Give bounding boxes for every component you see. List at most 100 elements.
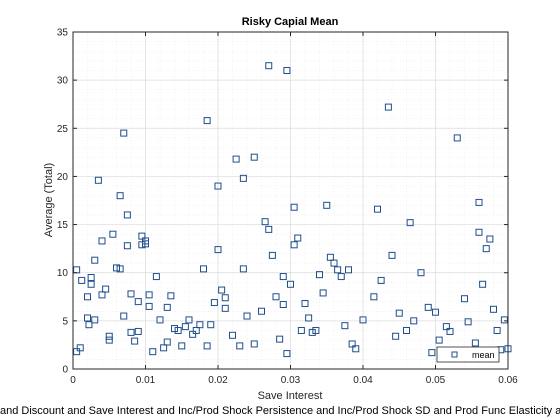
data-point <box>116 265 124 273</box>
data-point <box>214 246 222 254</box>
data-point <box>178 342 186 350</box>
data-point <box>424 303 432 311</box>
data-point <box>127 290 135 298</box>
data-point <box>406 219 414 227</box>
data-point <box>145 291 153 299</box>
data-point <box>218 286 226 294</box>
data-point <box>384 103 392 111</box>
data-point <box>105 336 113 344</box>
x-tick-label: 0.04 <box>353 375 373 386</box>
data-point <box>73 348 81 356</box>
data-point <box>475 198 483 206</box>
data-point <box>250 153 258 161</box>
data-point <box>78 276 86 284</box>
data-point <box>109 230 117 238</box>
legend: mean <box>436 346 500 363</box>
data-point <box>236 342 244 350</box>
data-point <box>214 182 222 190</box>
data-point <box>174 326 182 334</box>
data-point <box>149 348 157 356</box>
data-point <box>268 251 276 259</box>
y-axis-ticks: 0 5 10 15 20 25 30 35 <box>57 28 508 376</box>
data-point <box>91 316 99 324</box>
data-point <box>221 304 229 312</box>
data-point <box>323 201 331 209</box>
data-point <box>210 299 218 307</box>
chart-title: Risky Capial Mean <box>242 16 339 28</box>
y-tick-label: 30 <box>57 76 69 87</box>
data-point <box>265 225 273 233</box>
data-point <box>243 312 251 320</box>
data-point <box>392 332 400 340</box>
data-point <box>352 345 360 353</box>
data-point <box>167 292 175 300</box>
data-point <box>417 269 425 277</box>
data-point <box>189 330 197 338</box>
x-tick-label: 0.02 <box>208 375 228 386</box>
data-point <box>290 241 298 249</box>
data-point <box>475 228 483 236</box>
data-point <box>410 317 418 325</box>
y-axis-title: Average (Total) <box>43 163 55 237</box>
data-point <box>232 155 240 163</box>
legend-box <box>436 346 500 363</box>
data-point <box>359 316 367 324</box>
data-point <box>500 316 508 324</box>
data-point <box>490 305 497 313</box>
data-point <box>435 336 443 344</box>
data-point <box>171 325 178 333</box>
data-point <box>203 342 211 350</box>
data-point <box>377 276 385 284</box>
data-point <box>87 280 95 288</box>
data-point <box>374 205 381 213</box>
data-point <box>461 295 468 303</box>
data-point <box>279 273 287 281</box>
data-point <box>486 235 494 243</box>
data-point <box>283 67 291 75</box>
data-point <box>265 62 273 70</box>
data-point <box>403 326 410 334</box>
data-point <box>156 316 164 324</box>
data-point <box>102 285 110 293</box>
data-point <box>134 327 142 335</box>
data-point <box>105 332 113 340</box>
data-point <box>91 256 99 264</box>
data-point <box>297 326 305 334</box>
x-tick-label: 0.03 <box>281 375 301 386</box>
data-point <box>76 344 84 352</box>
legend-label: mean <box>472 350 495 360</box>
data-point <box>370 293 378 301</box>
y-tick-label: 5 <box>62 316 68 327</box>
data-point <box>138 232 146 240</box>
data-point <box>98 237 106 245</box>
data-point <box>84 293 91 301</box>
data-point <box>185 316 193 324</box>
data-point <box>200 265 207 273</box>
data-point <box>120 129 128 137</box>
data-point <box>163 303 171 311</box>
data-point <box>276 335 284 343</box>
data-point <box>316 271 323 279</box>
data-point <box>326 253 334 261</box>
data-point <box>287 280 294 288</box>
data-point <box>145 302 153 310</box>
y-tick-label: 35 <box>57 28 69 39</box>
data-point <box>330 259 338 267</box>
data-point <box>127 328 135 336</box>
y-tick-label: 0 <box>62 365 68 376</box>
data-point <box>250 340 258 348</box>
data-point <box>123 242 131 250</box>
data-point <box>123 211 131 219</box>
data-point <box>301 300 309 308</box>
data-point <box>134 298 142 306</box>
data-point <box>395 309 403 317</box>
data-point <box>221 294 229 302</box>
x-tick-label: 0.06 <box>498 375 518 386</box>
data-point <box>258 307 265 315</box>
data-point <box>98 291 106 299</box>
data-point <box>160 344 168 352</box>
data-point <box>87 274 95 282</box>
x-axis-ticks: 0 0.01 0.02 0.03 0.04 0.05 0.06 <box>70 32 518 386</box>
x-tick-label: 0.05 <box>426 375 446 386</box>
